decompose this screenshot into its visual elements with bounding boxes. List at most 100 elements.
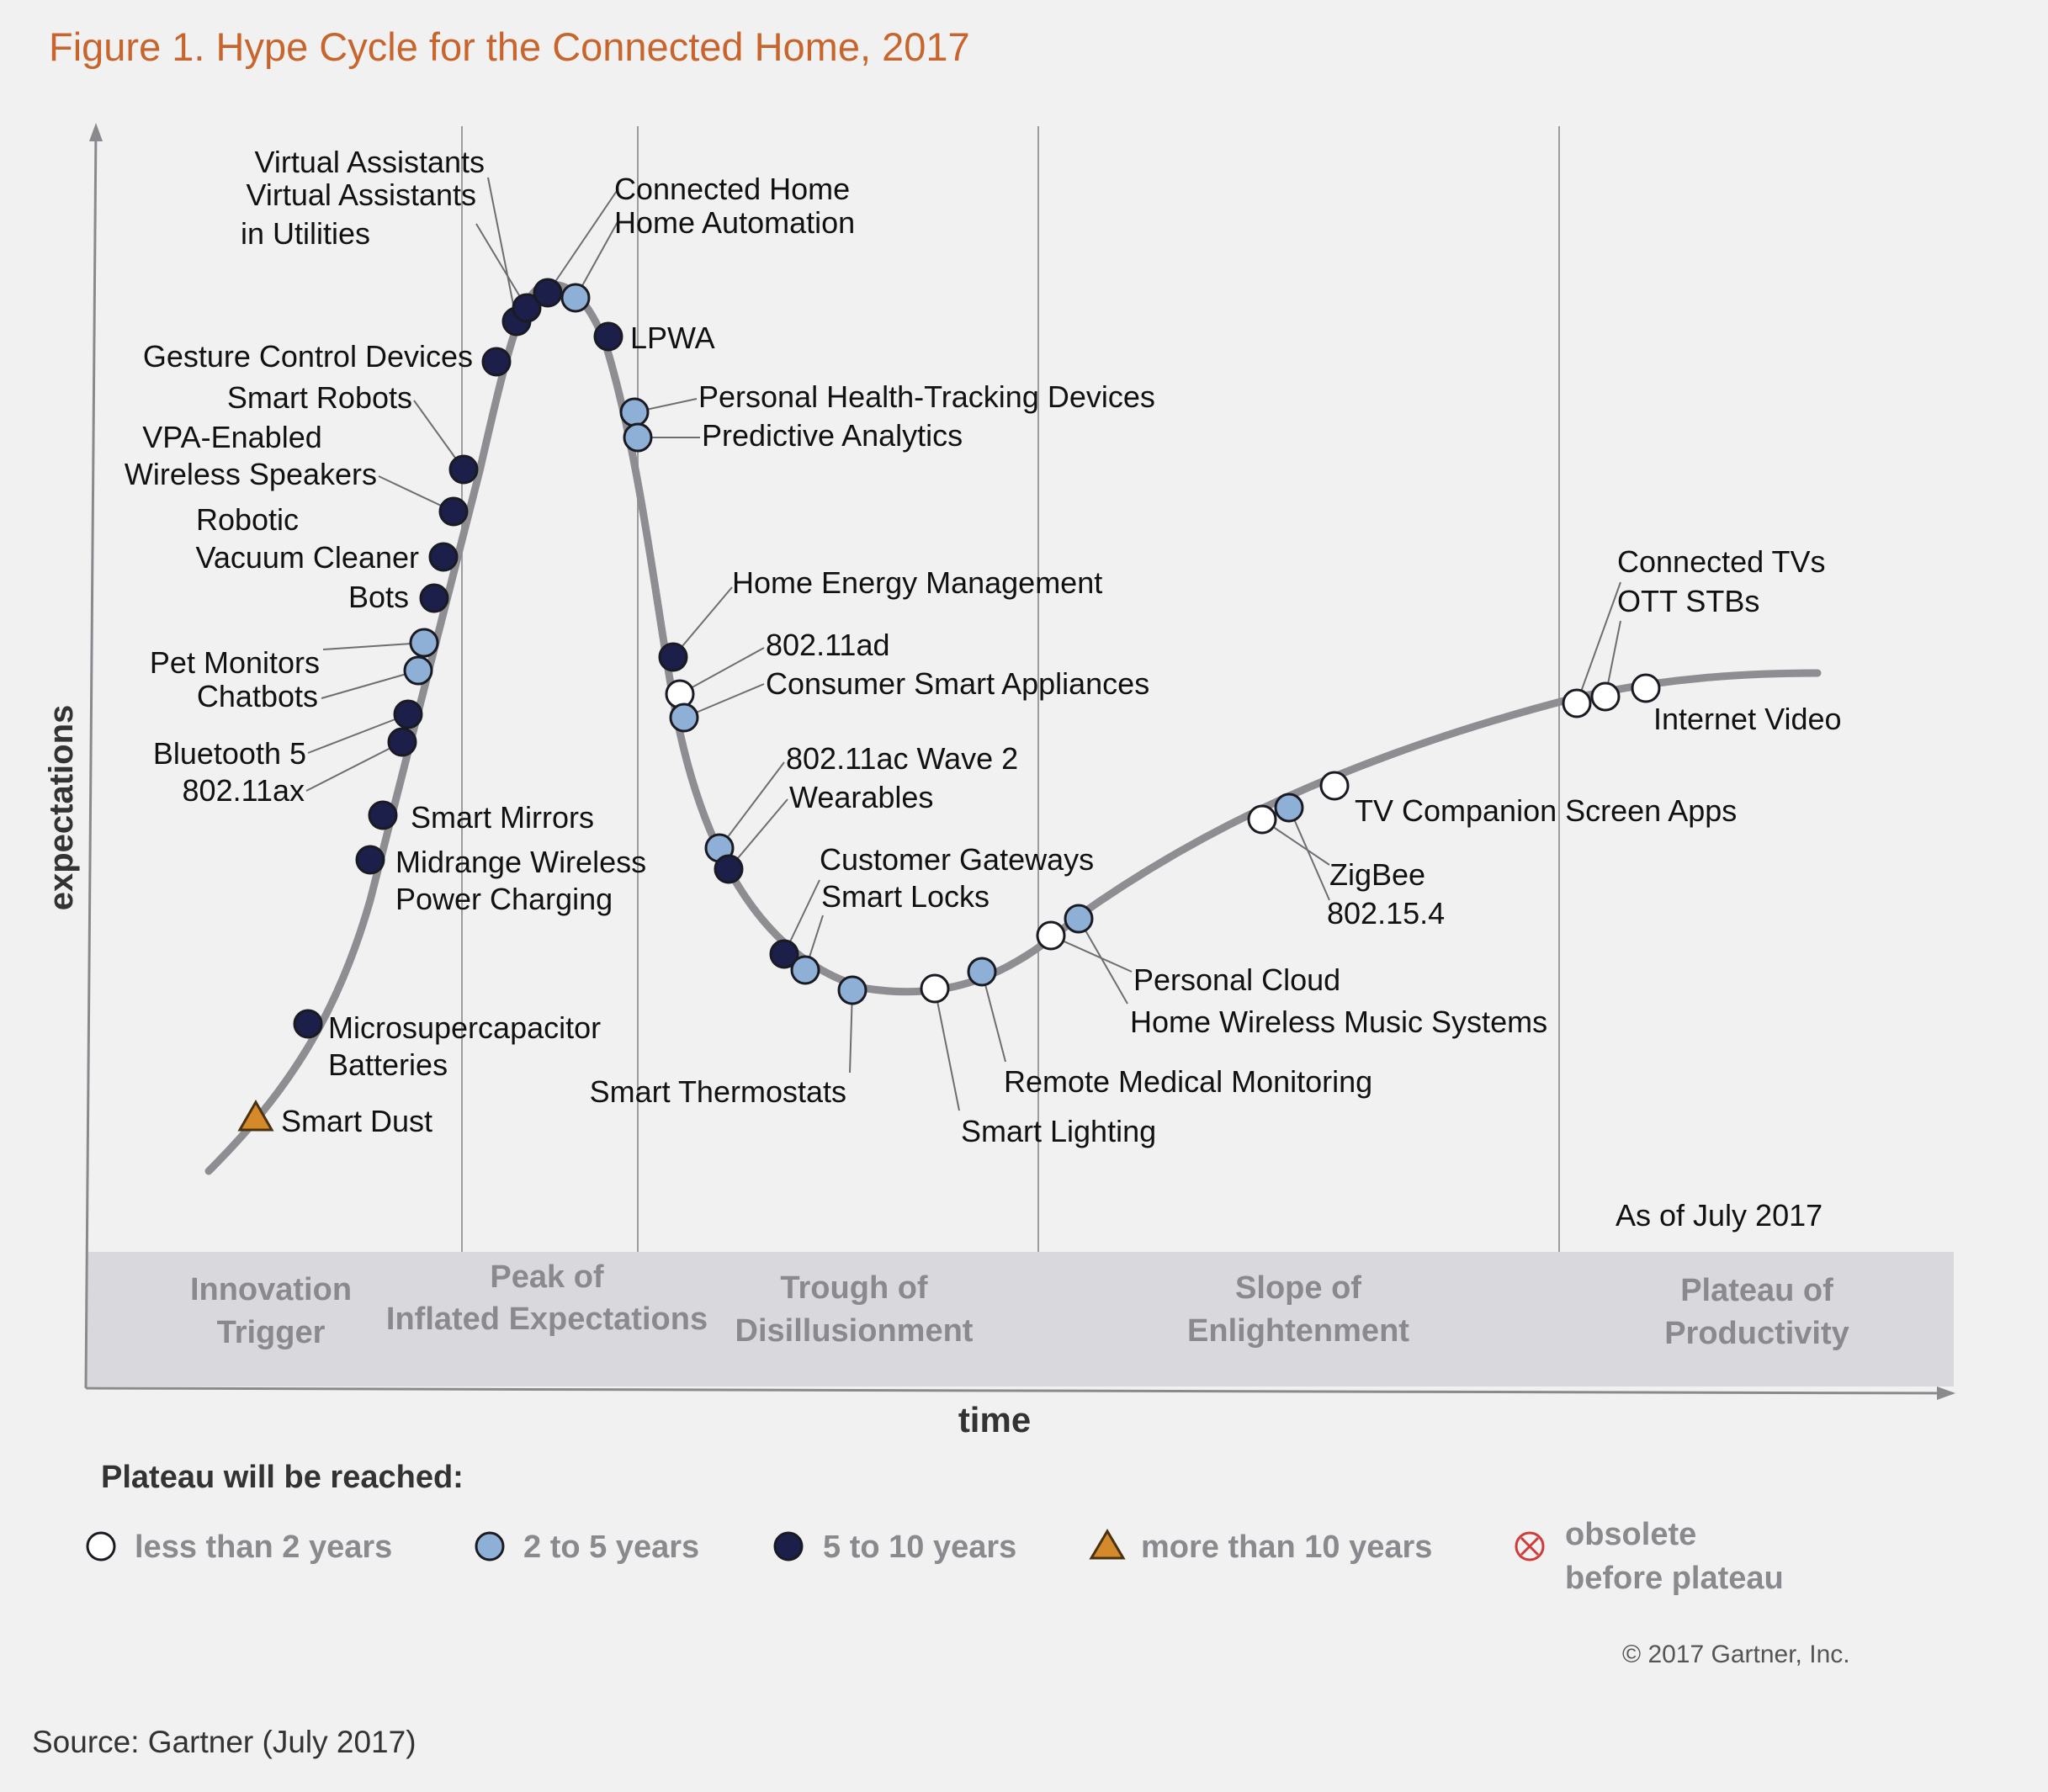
leader-line-home-automation <box>575 220 619 299</box>
leader-line-chatbots <box>321 670 419 699</box>
label-802-11ax: 802.11ax <box>183 773 305 808</box>
marker-802-15-4 <box>1274 793 1304 823</box>
label-connected-tvs: Connected TVs <box>1617 544 1825 579</box>
marker-virtual-assistants-in-utilities <box>512 293 542 323</box>
leader-line-802-11ax <box>305 741 403 792</box>
marker-customer-gateways <box>769 939 799 969</box>
label-bots: Bots <box>348 580 409 614</box>
as-of-date: As of July 2017 <box>1616 1198 1823 1233</box>
label-lpwa: LPWA <box>630 321 715 355</box>
marker-microsupercapacitor-batteries <box>293 1009 323 1039</box>
legend-5to10-label: 5 to 10 years <box>823 1530 1016 1565</box>
legend-obsolete-symbol-cross <box>1520 1536 1540 1556</box>
marker-personal-health-tracking-devices <box>619 397 650 427</box>
label-robotic-vacuum-cleaner: Robotic <box>196 502 299 537</box>
leader-line-802-11ac-wave-2 <box>719 761 785 849</box>
label-smart-dust: Smart Dust <box>281 1104 432 1138</box>
label-zigbee: ZigBee <box>1329 857 1425 892</box>
label-midrange-wireless-power-charging: Midrange Wireless Power Charging <box>395 845 646 916</box>
marker-smart-mirrors <box>368 800 398 830</box>
legend-obsolete-label: obsolete before plateau <box>1565 1517 1784 1596</box>
marker-tv-companion-screen-apps <box>1319 771 1350 801</box>
marker-connected-tvs <box>1562 688 1592 718</box>
source-note: Source: Gartner (July 2017) <box>32 1725 416 1759</box>
marker-personal-cloud <box>1036 920 1066 951</box>
label-connected-home: Connected Home <box>614 172 850 206</box>
marker-smart-robots <box>448 454 479 485</box>
x-axis <box>85 1386 1951 1395</box>
marker-home-energy-management <box>658 642 688 672</box>
marker-smart-locks <box>790 955 820 985</box>
label-robotic-vacuum-cleaner: Vacuum Cleaner <box>196 540 419 575</box>
leader-line-smart-lighting <box>934 988 960 1111</box>
label-chatbots: Chatbots <box>197 679 318 713</box>
label-ott-stbs: OTT STBs <box>1617 584 1759 618</box>
marker-bots <box>419 583 449 613</box>
label-customer-gateways: Customer Gateways <box>820 842 1094 877</box>
marker-robotic-vacuum-cleaner <box>428 542 459 572</box>
label-gesture-control-devices: Gesture Control Devices <box>143 339 473 374</box>
label-smart-locks: Smart Locks <box>821 879 990 914</box>
label-microsupercapacitor-batteries: Microsupercapacitor Batteries <box>328 1010 601 1082</box>
leader-line-pet-monitors <box>322 642 425 650</box>
legend-lt2-label: less than 2 years <box>135 1530 392 1565</box>
label-vpa-enabled-wireless-speakers: Wireless Speakers <box>125 457 377 491</box>
leader-line-wearables <box>728 798 788 870</box>
legend: Plateau will be reached: less than 2 yea… <box>86 1460 1784 1596</box>
leader-line-remote-medical-monitoring <box>981 971 1006 1063</box>
marker-predictive-analytics <box>623 422 653 453</box>
copyright: © 2017 Gartner, Inc. <box>1622 1641 1850 1668</box>
leader-line-virtual-assistants-in-utilities <box>475 223 528 309</box>
legend-title: Plateau will be reached: <box>101 1460 464 1495</box>
label-pet-monitors: Pet Monitors <box>150 645 320 680</box>
leader-line-home-energy-management <box>672 586 733 658</box>
phase-label-peak-of-inflated-expectations: Peak of Inflated Expectations <box>386 1259 708 1337</box>
leader-line-virtual-assistants <box>487 177 517 322</box>
legend-2to5-symbol <box>475 1531 505 1561</box>
marker-smart-lighting <box>920 973 950 1004</box>
y-axis-label: expectations <box>43 705 80 911</box>
phase-labels: Innovation Trigger Peak of Inflated Expecta… <box>190 1259 1849 1351</box>
legend-lt2-symbol <box>86 1531 116 1561</box>
x-axis-arrow <box>1937 1386 1955 1400</box>
label-personal-health-tracking-devices: Personal Health-Tracking Devices <box>698 379 1155 414</box>
figure-title: Figure 1. Hype Cycle for the Connected H… <box>49 24 970 69</box>
legend-2to5-label: 2 to 5 years <box>523 1530 699 1565</box>
label-internet-video: Internet Video <box>1653 702 1842 736</box>
marker-802-11ax <box>387 727 417 757</box>
label-802-11ac-wave-2: 802.11ac Wave 2 <box>786 741 1018 776</box>
marker-consumer-smart-appliances <box>669 702 699 733</box>
label-802-11ad: 802.11ad <box>766 628 889 662</box>
leader-line-home-wireless-music-systems <box>1078 918 1128 1005</box>
marker-zigbee <box>1247 804 1277 835</box>
phase-label-innovation-trigger: Innovation Trigger <box>190 1272 352 1350</box>
technology-labels: Smart Dust Microsupercapacitor Batteries Mi… <box>125 145 1842 1148</box>
legend-5to10-symbol <box>773 1531 804 1561</box>
marker-ott-stbs <box>1590 681 1621 712</box>
label-home-energy-management: Home Energy Management <box>732 565 1102 600</box>
marker-802-11ad <box>665 679 695 709</box>
marker-vpa-enabled-wireless-speakers <box>438 496 469 527</box>
label-virtual-assistants: Virtual Assistants <box>255 145 485 179</box>
label-consumer-smart-appliances: Consumer Smart Appliances <box>766 666 1149 701</box>
label-smart-robots: Smart Robots <box>227 380 412 415</box>
leader-line-802-11ad <box>679 647 765 695</box>
legend-obsolete-symbol <box>1515 1531 1545 1561</box>
label-smart-thermostats: Smart Thermostats <box>590 1074 846 1109</box>
leader-line-personal-cloud <box>1050 935 1133 973</box>
phase-label-trough-of-disillusionment: Trough of Disillusionment <box>735 1270 974 1349</box>
label-wearables: Wearables <box>789 780 933 814</box>
y-axis-arrow <box>89 123 103 141</box>
marker-connected-home <box>533 278 563 308</box>
label-remote-medical-monitoring: Remote Medical Monitoring <box>1004 1064 1372 1099</box>
label-smart-lighting: Smart Lighting <box>961 1114 1156 1148</box>
marker-gesture-control-devices <box>481 347 512 377</box>
leader-line-bluetooth-5 <box>307 713 409 754</box>
marker-remote-medical-monitoring <box>967 957 997 987</box>
label-home-automation: Home Automation <box>614 205 855 240</box>
leader-line-connected-tvs <box>1576 581 1621 704</box>
label-leader-lines <box>305 177 1621 1111</box>
x-axis-label: time <box>958 1400 1031 1439</box>
